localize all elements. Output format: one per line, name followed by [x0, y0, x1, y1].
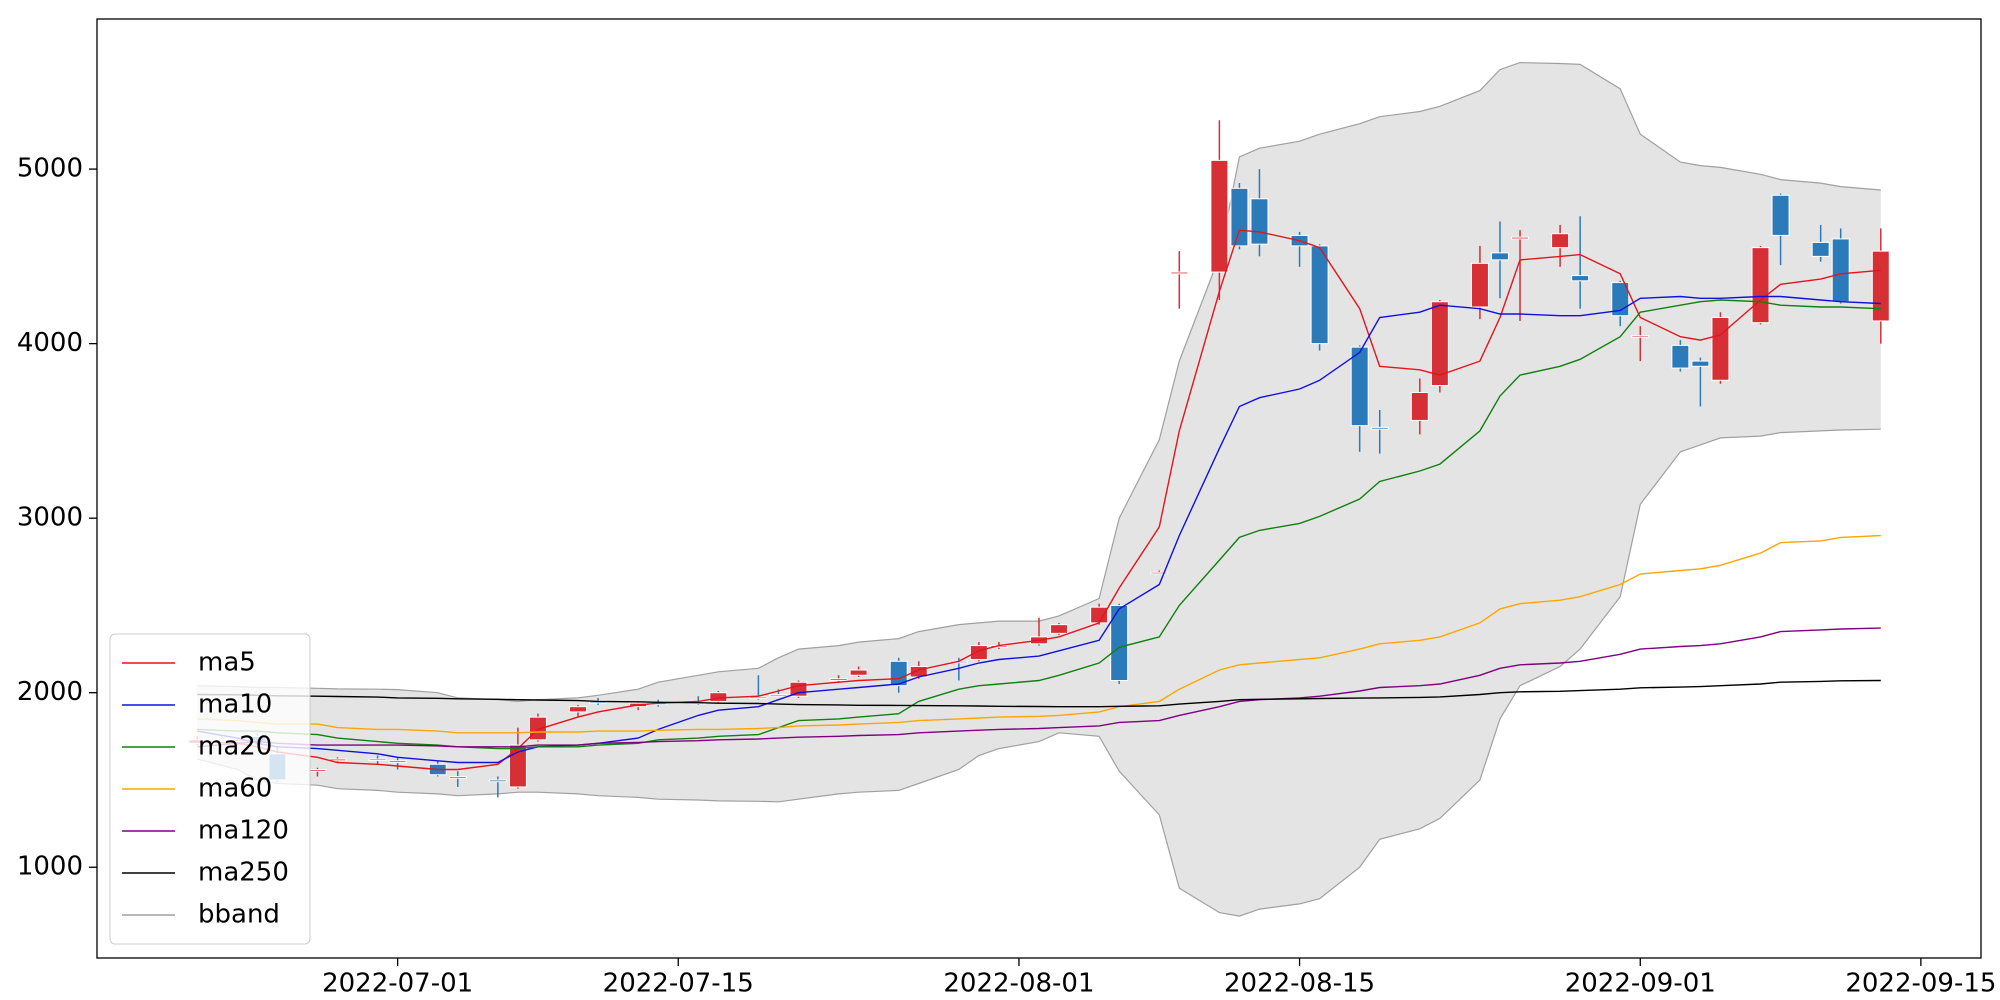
candle-body [1110, 604, 1129, 681]
candle-body [829, 678, 848, 681]
y-tick-label: 4000 [17, 328, 83, 358]
legend-label: bband [198, 900, 280, 930]
x-tick-label: 2022-09-01 [1565, 969, 1716, 999]
candle-body [1490, 252, 1509, 261]
x-tick-label: 2022-09-15 [1845, 969, 1996, 999]
bband-lower [197, 428, 1881, 917]
candle-body [1250, 198, 1269, 245]
ma-line [197, 299, 1881, 750]
candle-body [528, 716, 547, 741]
candle-body [308, 769, 327, 772]
candle-body [1090, 606, 1109, 624]
candle-body [488, 779, 507, 783]
ma-line [197, 679, 1881, 708]
bband-area [197, 62, 1881, 917]
axes-frame [96, 18, 1982, 959]
ma-line [197, 295, 1881, 764]
candle-body [368, 758, 387, 762]
ma-line [197, 534, 1881, 734]
candle-body [1370, 426, 1389, 430]
candle-body [508, 744, 527, 788]
candle-body [889, 660, 908, 687]
candle-body [769, 693, 788, 697]
y-tick-label: 3000 [17, 503, 83, 533]
ma-line [197, 627, 1881, 748]
legend-label: ma120 [198, 816, 289, 846]
y-tick-label: 2000 [17, 677, 83, 707]
ma-line [197, 229, 1881, 771]
candle-body [448, 775, 467, 779]
candle-body [1691, 360, 1710, 367]
y-tick-label: 1000 [17, 852, 83, 882]
legend: ma5 ma10 ma20 ma60 ma120 ma250 bband [109, 633, 311, 945]
candle-body [849, 669, 868, 676]
legend-label: ma10 [198, 690, 272, 720]
legend-label: ma20 [198, 732, 272, 762]
candle-body [1410, 392, 1429, 421]
candle-body [1551, 233, 1570, 249]
candle-body [1771, 194, 1790, 236]
candle-body [969, 645, 988, 661]
legend-box [109, 633, 311, 945]
y-tick-label: 5000 [17, 154, 83, 184]
candle-body [1170, 271, 1189, 275]
candle-body [1511, 236, 1530, 240]
candle-body [1150, 571, 1169, 575]
candle-body [749, 696, 768, 700]
legend-label: ma5 [198, 648, 256, 678]
x-tick-label: 2022-07-15 [603, 969, 754, 999]
candle-body [1310, 245, 1329, 345]
candle-body [569, 706, 588, 713]
candle-body [1711, 316, 1730, 381]
candle-body [1831, 238, 1850, 303]
candle-body [1210, 159, 1229, 273]
plot-area [188, 61, 1890, 917]
x-tick-label: 2022-08-01 [943, 969, 1094, 999]
candle-body [1671, 344, 1690, 369]
candle-body [1571, 275, 1590, 282]
candle-body [1230, 187, 1249, 247]
legend-label: ma60 [198, 774, 272, 804]
candle-body [1811, 241, 1830, 257]
candle-body [1430, 301, 1449, 387]
legend-label: ma250 [198, 858, 289, 888]
x-tick-label: 2022-07-01 [322, 969, 473, 999]
candle-body [1470, 262, 1489, 308]
candle-body [388, 760, 407, 764]
candle-body [1631, 335, 1650, 338]
candle-body [1050, 624, 1069, 634]
candle-body [1751, 247, 1770, 324]
candle-body [1350, 346, 1369, 427]
candle-body [1871, 250, 1890, 322]
x-tick-label: 2022-08-15 [1224, 969, 1375, 999]
